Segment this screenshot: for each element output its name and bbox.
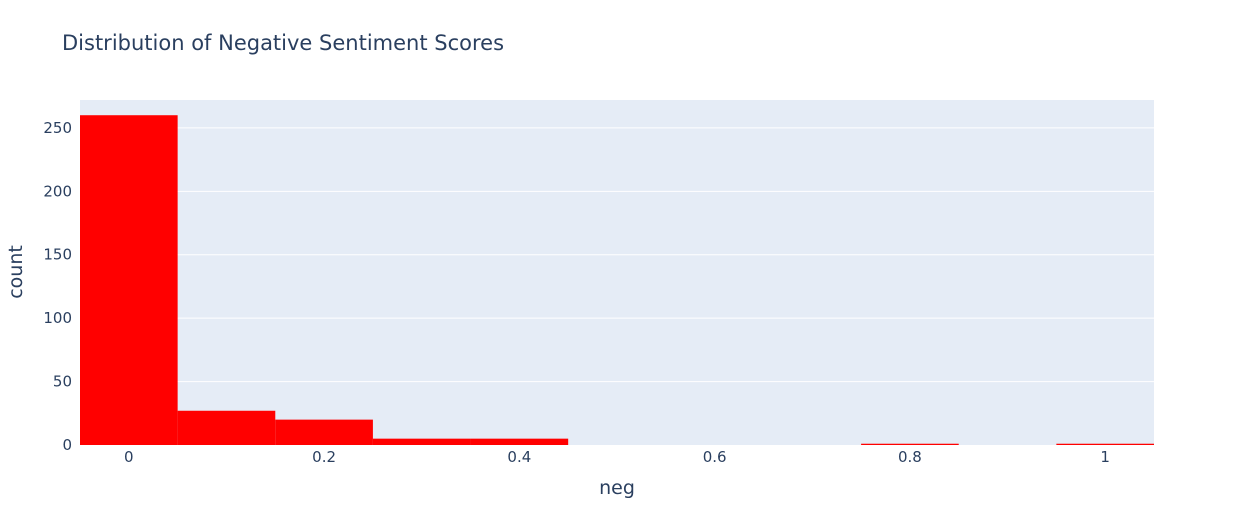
- histogram-bar: [275, 419, 373, 445]
- histogram-bar: [177, 410, 276, 445]
- x-tick-label: 0.6: [703, 448, 727, 466]
- histogram-bar: [470, 438, 569, 445]
- y-tick-label: 200: [43, 182, 72, 200]
- y-axis-ticks: 0 50 100 150 200 250: [43, 119, 72, 454]
- y-tick-label: 0: [62, 436, 72, 454]
- x-axis-label: neg: [599, 477, 635, 499]
- x-tick-label: 0.4: [507, 448, 531, 466]
- x-axis-ticks: 0 0.2 0.4 0.6 0.8 1: [124, 448, 1110, 466]
- gridlines: [80, 127, 1154, 383]
- x-tick-label: 1: [1100, 448, 1110, 466]
- y-tick-label: 250: [43, 119, 72, 137]
- histogram-bars: [80, 115, 1154, 446]
- x-tick-label: 0.8: [898, 448, 922, 466]
- histogram-bar: [861, 443, 959, 445]
- histogram-bar: [80, 115, 178, 446]
- chart-title: Distribution of Negative Sentiment Score…: [62, 31, 504, 55]
- plot-area: [80, 100, 1154, 445]
- y-axis-label: count: [5, 245, 27, 299]
- histogram-bar: [1056, 443, 1154, 445]
- y-tick-label: 150: [43, 246, 72, 264]
- x-tick-label: 0: [124, 448, 134, 466]
- y-tick-label: 50: [53, 373, 72, 391]
- x-tick-label: 0.2: [312, 448, 336, 466]
- y-tick-label: 100: [43, 309, 72, 327]
- histogram-bar: [372, 438, 471, 445]
